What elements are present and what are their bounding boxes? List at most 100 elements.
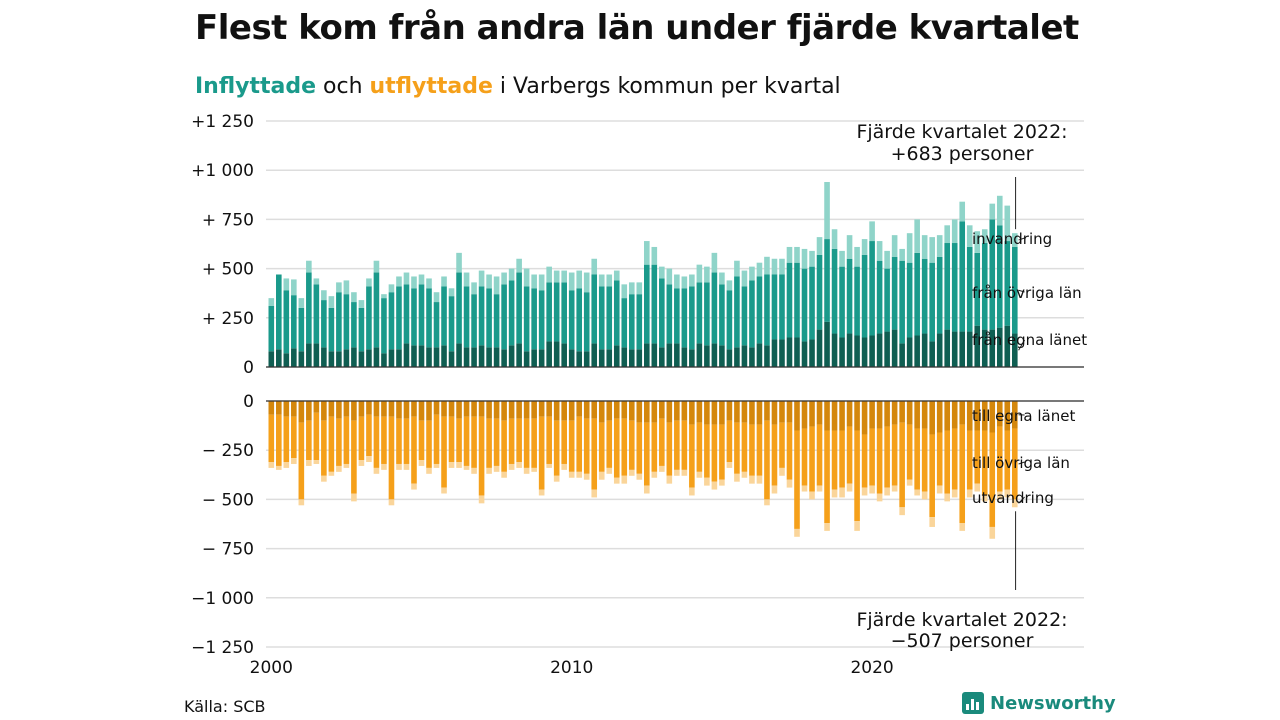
inflow-bar-egna	[336, 351, 342, 367]
inflow-bar-invandring	[674, 274, 680, 289]
outflow-bar-utvandring	[433, 463, 440, 468]
inflow-bar-egna	[583, 351, 590, 367]
outflow-bar-ovriga	[636, 422, 643, 474]
outflow-bar-ovriga	[351, 420, 357, 494]
outflow-bar-utvandring	[448, 462, 455, 468]
outflow-bar-ovriga	[456, 418, 462, 463]
inflow-bar-invandring	[839, 250, 845, 267]
inflow-bar-egna	[433, 347, 440, 367]
inflow-bar-egna	[719, 345, 725, 367]
outflow-bar-ovriga	[644, 422, 650, 486]
outflow-bar-utvandring	[463, 465, 470, 470]
outflow-bar-ovriga	[914, 428, 920, 490]
inflow-bar-ovriga	[306, 272, 312, 344]
inflow-bar-egna	[749, 347, 755, 367]
outflow-bar-ovriga	[951, 428, 958, 490]
inflow-bar-invandring	[921, 235, 928, 259]
inflow-bar-egna	[426, 347, 432, 367]
inflow-bar-invandring	[876, 241, 883, 261]
outflow-bar-egna	[546, 401, 552, 417]
outflow-bar-ovriga	[568, 420, 575, 472]
outflow-bar-utvandring	[298, 499, 305, 506]
inflow-bar-invandring	[1011, 233, 1018, 247]
inflow-bar-egna	[876, 333, 883, 367]
inflow-bar-egna	[1011, 333, 1018, 367]
inflow-bar-invandring	[373, 260, 380, 273]
outflow-bar-ovriga	[283, 416, 290, 463]
outflow-bar-egna	[441, 401, 447, 417]
inflow-bar-invandring	[711, 252, 718, 273]
outflow-bar-ovriga	[674, 420, 680, 470]
outflow-bar-ovriga	[366, 414, 372, 457]
inflow-bar-egna	[779, 339, 785, 367]
leader-fran-egna	[1018, 339, 1026, 351]
outflow-bar-utvandring	[809, 491, 815, 500]
subtitle-inflyttade: Inflyttade	[195, 74, 317, 99]
outflow-bar-ovriga	[546, 416, 552, 464]
inflow-bar-egna	[921, 333, 928, 367]
inflow-bar-invandring	[486, 274, 492, 289]
inflow-bar-ovriga	[426, 288, 432, 348]
outflow-bar-ovriga	[411, 416, 417, 484]
inflow-bar-ovriga	[884, 268, 890, 332]
outflow-bar-egna	[659, 401, 665, 419]
inflow-bar-ovriga	[771, 274, 778, 340]
inflow-bar-egna	[659, 347, 665, 367]
outflow-bar-egna	[929, 401, 935, 435]
outflow-bar-ovriga	[381, 416, 387, 464]
outflow-bar-utvandring	[493, 465, 500, 472]
outflow-bar-utvandring	[456, 462, 462, 468]
outflow-bar-ovriga	[628, 420, 635, 470]
inflow-bar-egna	[531, 349, 537, 367]
outflow-bar-utvandring	[824, 523, 830, 531]
inflow-bar-ovriga	[734, 276, 740, 348]
inflow-bar-egna	[328, 351, 335, 367]
outflow-bar-ovriga	[313, 412, 320, 461]
inflow-bar-invandring	[508, 268, 515, 281]
inflow-bar-ovriga	[741, 286, 748, 346]
inflow-bar-invandring	[936, 235, 943, 257]
outflow-bar-utvandring	[644, 485, 650, 494]
annotation-bottom-line2: −507 personer	[891, 630, 1034, 652]
inflow-bar-ovriga	[388, 292, 395, 350]
series-label-invandring: invandring	[972, 230, 1052, 248]
brand-logo[interactable]: Newsworthy	[962, 692, 1116, 714]
outflow-bar-utvandring	[411, 483, 417, 490]
inflow-bar-ovriga	[989, 219, 996, 330]
inflow-bar-egna	[801, 341, 808, 367]
inflow-bar-invandring	[553, 270, 560, 283]
outflow-bar-egna	[974, 401, 981, 431]
outflow-bar-ovriga	[493, 418, 500, 466]
inflow-bar-egna	[501, 349, 507, 367]
inflow-bar-ovriga	[576, 288, 583, 352]
outflow-bar-utvandring	[689, 487, 695, 496]
outflow-bar-utvandring	[771, 485, 778, 494]
outflow-bar-utvandring	[606, 467, 613, 474]
inflow-bar-egna	[298, 351, 305, 367]
outflow-bar-utvandring	[1004, 489, 1011, 498]
inflow-bar-ovriga	[403, 284, 410, 344]
inflow-bar-invandring	[561, 270, 567, 283]
outflow-bar-ovriga	[328, 416, 335, 472]
outflow-bar-egna	[966, 401, 973, 431]
outflow-bar-ovriga	[441, 416, 447, 488]
outflow-bar-utvandring	[426, 467, 432, 474]
inflow-bar-egna	[343, 349, 350, 367]
inflow-bar-invandring	[854, 246, 860, 267]
outflow-bar-utvandring	[553, 475, 560, 482]
outflow-bar-egna	[824, 401, 830, 431]
outflow-bar-utvandring	[276, 465, 282, 470]
inflow-bar-ovriga	[861, 254, 868, 338]
outflow-bar-egna	[876, 401, 883, 429]
y-tick-label: + 750	[202, 210, 254, 230]
outflow-bar-utvandring	[704, 477, 710, 486]
outflow-bar-egna	[396, 401, 402, 419]
outflow-bar-ovriga	[966, 430, 973, 490]
y-tick-label: − 750	[202, 540, 254, 560]
outflow-bar-utvandring	[846, 483, 853, 492]
inflow-bar-egna	[396, 349, 402, 367]
inflow-bar-invandring	[899, 248, 905, 261]
outflow-bar-egna	[501, 401, 507, 421]
outflow-bar-egna	[366, 401, 372, 415]
inflow-bar-egna	[366, 349, 372, 367]
